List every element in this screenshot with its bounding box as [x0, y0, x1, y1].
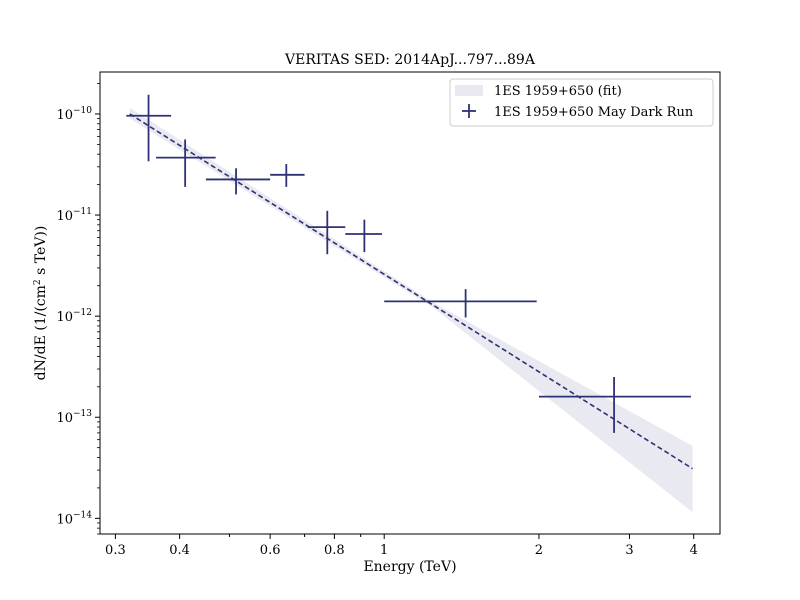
- x-tick-label: 4: [690, 543, 698, 558]
- x-tick-label: 3: [625, 543, 633, 558]
- data-point: [345, 219, 382, 253]
- data-point: [384, 289, 537, 318]
- plot-area: [126, 94, 694, 513]
- x-axis: 0.3 0.4 0.6 0.8 1 2 3 4: [105, 534, 698, 558]
- x-tick-label: 0.6: [260, 543, 281, 558]
- data-point: [538, 377, 691, 433]
- fit-confidence-band: [129, 107, 693, 513]
- y-tick-label: 10−14: [56, 510, 92, 527]
- x-tick-label: 0.8: [324, 543, 345, 558]
- legend: 1ES 1959+650 (fit) 1ES 1959+650 May Dark…: [449, 78, 714, 127]
- data-point: [126, 94, 172, 162]
- x-tick-label: 2: [535, 543, 543, 558]
- data-point: [205, 168, 271, 195]
- legend-band-swatch: [455, 85, 483, 96]
- legend-label-data: 1ES 1959+650 May Dark Run: [494, 105, 694, 120]
- y-tick-label: 10−10: [56, 106, 92, 123]
- fit-line: [129, 113, 694, 470]
- legend-label-fit: 1ES 1959+650 (fit): [494, 84, 622, 99]
- x-tick-label: 0.3: [105, 543, 126, 558]
- y-axis: 10−10 10−11 10−12 10−13 10−14: [56, 83, 100, 535]
- data-point: [307, 210, 346, 255]
- y-axis-label: dN/dE (1/(cm2 s TeV)): [33, 226, 49, 381]
- x-tick-label: 1: [380, 543, 388, 558]
- y-tick-label: 10−13: [56, 409, 92, 426]
- data-point: [270, 163, 305, 187]
- data-point: [156, 139, 216, 187]
- legend-errorbar-marker: [462, 104, 476, 118]
- plot-frame: [99, 71, 721, 535]
- x-axis-label: Energy (TeV): [363, 559, 456, 575]
- legend-box: [449, 78, 714, 127]
- y-tick-label: 10−11: [56, 207, 92, 224]
- chart-title: VERITAS SED: 2014ApJ...797...89A: [284, 52, 536, 68]
- x-tick-label: 0.4: [169, 543, 190, 558]
- y-tick-label: 10−12: [56, 308, 92, 325]
